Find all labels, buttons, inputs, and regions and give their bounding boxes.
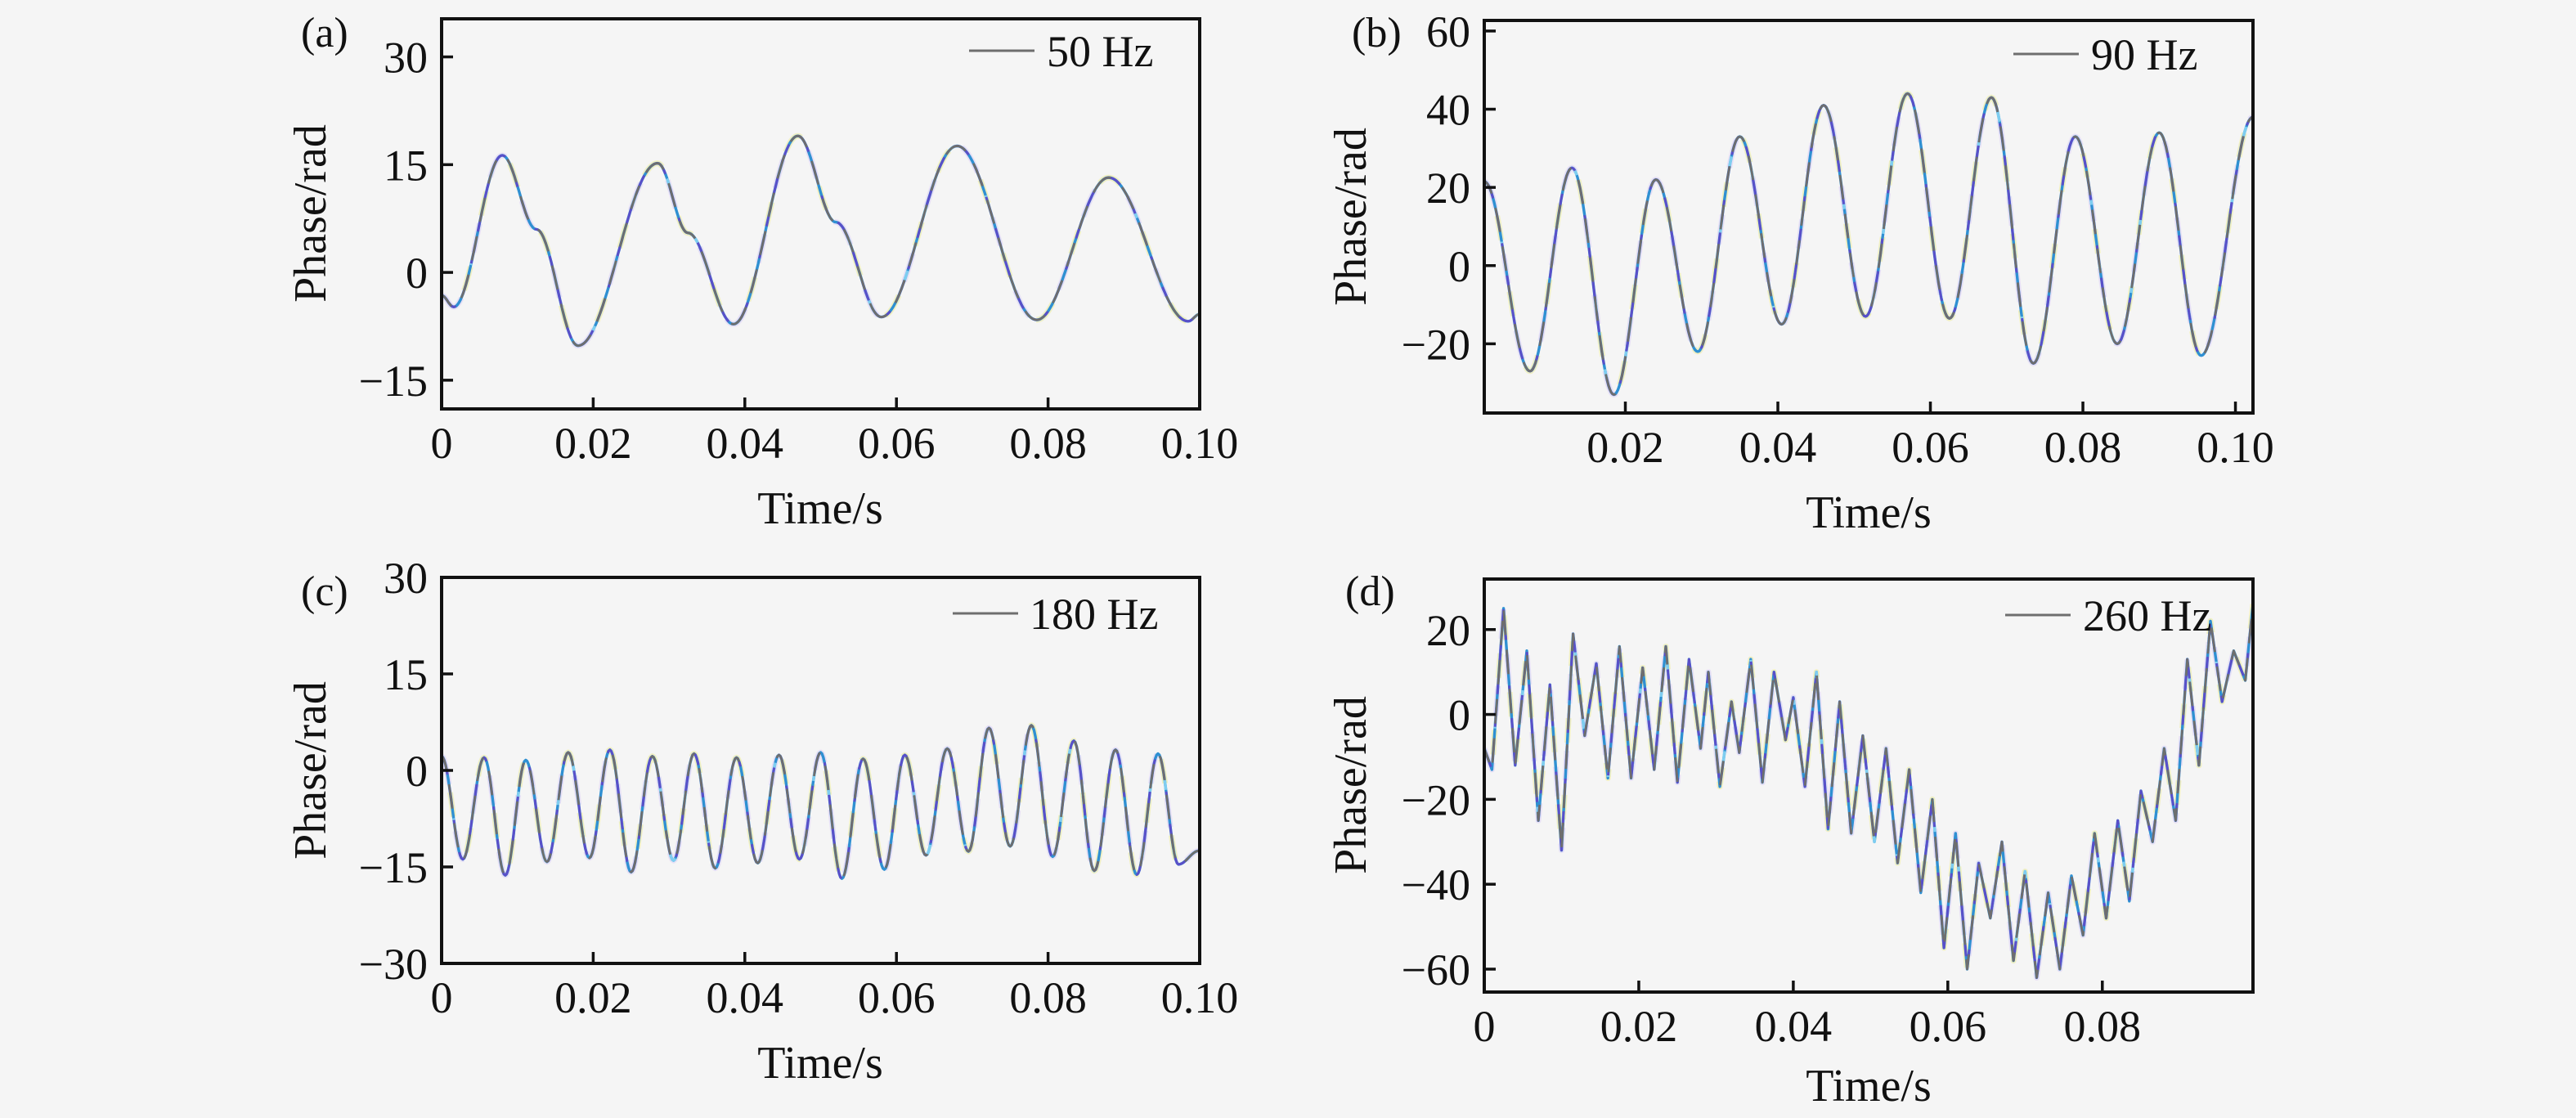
x-tick-label: 0 — [1474, 1002, 1496, 1051]
panel-letter: (d) — [1345, 568, 1395, 615]
y-tick-label: 0 — [1448, 242, 1470, 291]
y-tick-label: −15 — [359, 843, 428, 892]
y-tick-label: 40 — [1426, 86, 1470, 135]
x-axis-label: Time/s — [757, 1038, 883, 1089]
plot-border — [1483, 577, 2255, 994]
y-tick-label: 60 — [1426, 7, 1470, 56]
waveform-line-gray — [1486, 92, 2251, 396]
x-tick-label: 0 — [431, 419, 453, 468]
panel-letter: (b) — [1352, 10, 1402, 56]
panel-letter: (c) — [301, 568, 348, 615]
y-tick-label: −20 — [1402, 775, 1470, 824]
panel-letter: (a) — [301, 10, 348, 56]
x-tick-label: 0.02 — [1600, 1002, 1678, 1051]
x-tick-label: 0.08 — [1009, 419, 1087, 468]
waveform-group — [1486, 604, 2251, 981]
x-tick-label: 0.02 — [1586, 423, 1664, 472]
legend-label: 50 Hz — [1047, 27, 1153, 76]
panel-b-chart: 60 40 20 0 −20 0.02 0.04 0.06 0.08 0.10 (b) Phase/r… — [1326, 7, 2274, 538]
plot-border — [1483, 19, 2255, 415]
x-tick-label: 0.06 — [1910, 1002, 1987, 1051]
waveform-halo-lavender — [443, 132, 1198, 349]
y-axis-label: Phase/rad — [1326, 128, 1376, 306]
panel-d-chart: 200−20−40−600 0.02 0.04 0.06 0.08(d)Phase/ra… — [1326, 568, 2255, 1111]
waveform-line-gray — [1486, 607, 2251, 979]
x-axis-label: Time/s — [757, 483, 883, 534]
y-tick-label: 30 — [384, 34, 428, 83]
y-axis-label: Phase/rad — [285, 124, 336, 303]
waveform-line-gray — [443, 134, 1198, 348]
x-tick-label: 0.04 — [707, 419, 784, 468]
x-tick-label: 0.04 — [707, 973, 784, 1022]
x-tick-label: 0.10 — [1161, 419, 1239, 468]
x-tick-label: 0 — [431, 973, 453, 1022]
y-axis-label: Phase/rad — [285, 681, 336, 860]
legend-label: 180 Hz — [1030, 590, 1158, 639]
waveform-halo-yellow — [443, 132, 1198, 349]
legend-label: 90 Hz — [2091, 30, 2197, 79]
legend-label: 260 Hz — [2083, 591, 2211, 640]
x-tick-label: 0.08 — [1009, 973, 1087, 1022]
x-tick-label: 0.02 — [554, 419, 632, 468]
y-tick-label: 0 — [406, 249, 428, 298]
waveform-line-purple — [443, 134, 1198, 348]
x-tick-label: 0.08 — [2044, 423, 2122, 472]
x-tick-label: 0.02 — [554, 973, 632, 1022]
y-tick-label: 15 — [384, 141, 428, 190]
y-tick-label: −30 — [359, 940, 428, 989]
x-tick-label: 0.10 — [1161, 973, 1239, 1022]
y-axis-label: Phase/rad — [1326, 696, 1376, 874]
waveform-halo-yellow — [443, 722, 1198, 882]
x-axis-label: Time/s — [1806, 1061, 1932, 1111]
x-tick-label: 0.04 — [1739, 423, 1817, 472]
waveform-line-cyan — [443, 134, 1198, 348]
x-tick-label: 0.06 — [1892, 423, 1969, 472]
y-tick-label: 0 — [1448, 691, 1470, 740]
y-tick-label: 15 — [384, 650, 428, 699]
y-tick-label: −20 — [1402, 320, 1470, 369]
x-tick-label: 0.04 — [1755, 1002, 1833, 1051]
waveform-group — [443, 722, 1198, 882]
x-axis-label: Time/s — [1806, 487, 1932, 538]
waveform-group — [443, 132, 1198, 349]
waveform-line-blue — [443, 134, 1198, 348]
y-tick-label: 20 — [1426, 164, 1470, 213]
y-tick-label: −40 — [1402, 860, 1470, 909]
plot-border — [440, 17, 1201, 411]
y-tick-label: 20 — [1426, 606, 1470, 655]
x-tick-label: 0.08 — [2064, 1002, 2142, 1051]
x-tick-label: 0.10 — [2197, 423, 2274, 472]
waveform-line-gray — [443, 724, 1198, 880]
x-tick-label: 0.06 — [858, 419, 936, 468]
y-tick-label: 0 — [406, 747, 428, 796]
y-tick-label: −60 — [1402, 945, 1470, 995]
y-tick-label: 30 — [384, 559, 428, 603]
waveform-group — [1486, 90, 2251, 397]
y-tick-label: −15 — [359, 357, 428, 406]
x-tick-label: 0.06 — [858, 973, 936, 1022]
